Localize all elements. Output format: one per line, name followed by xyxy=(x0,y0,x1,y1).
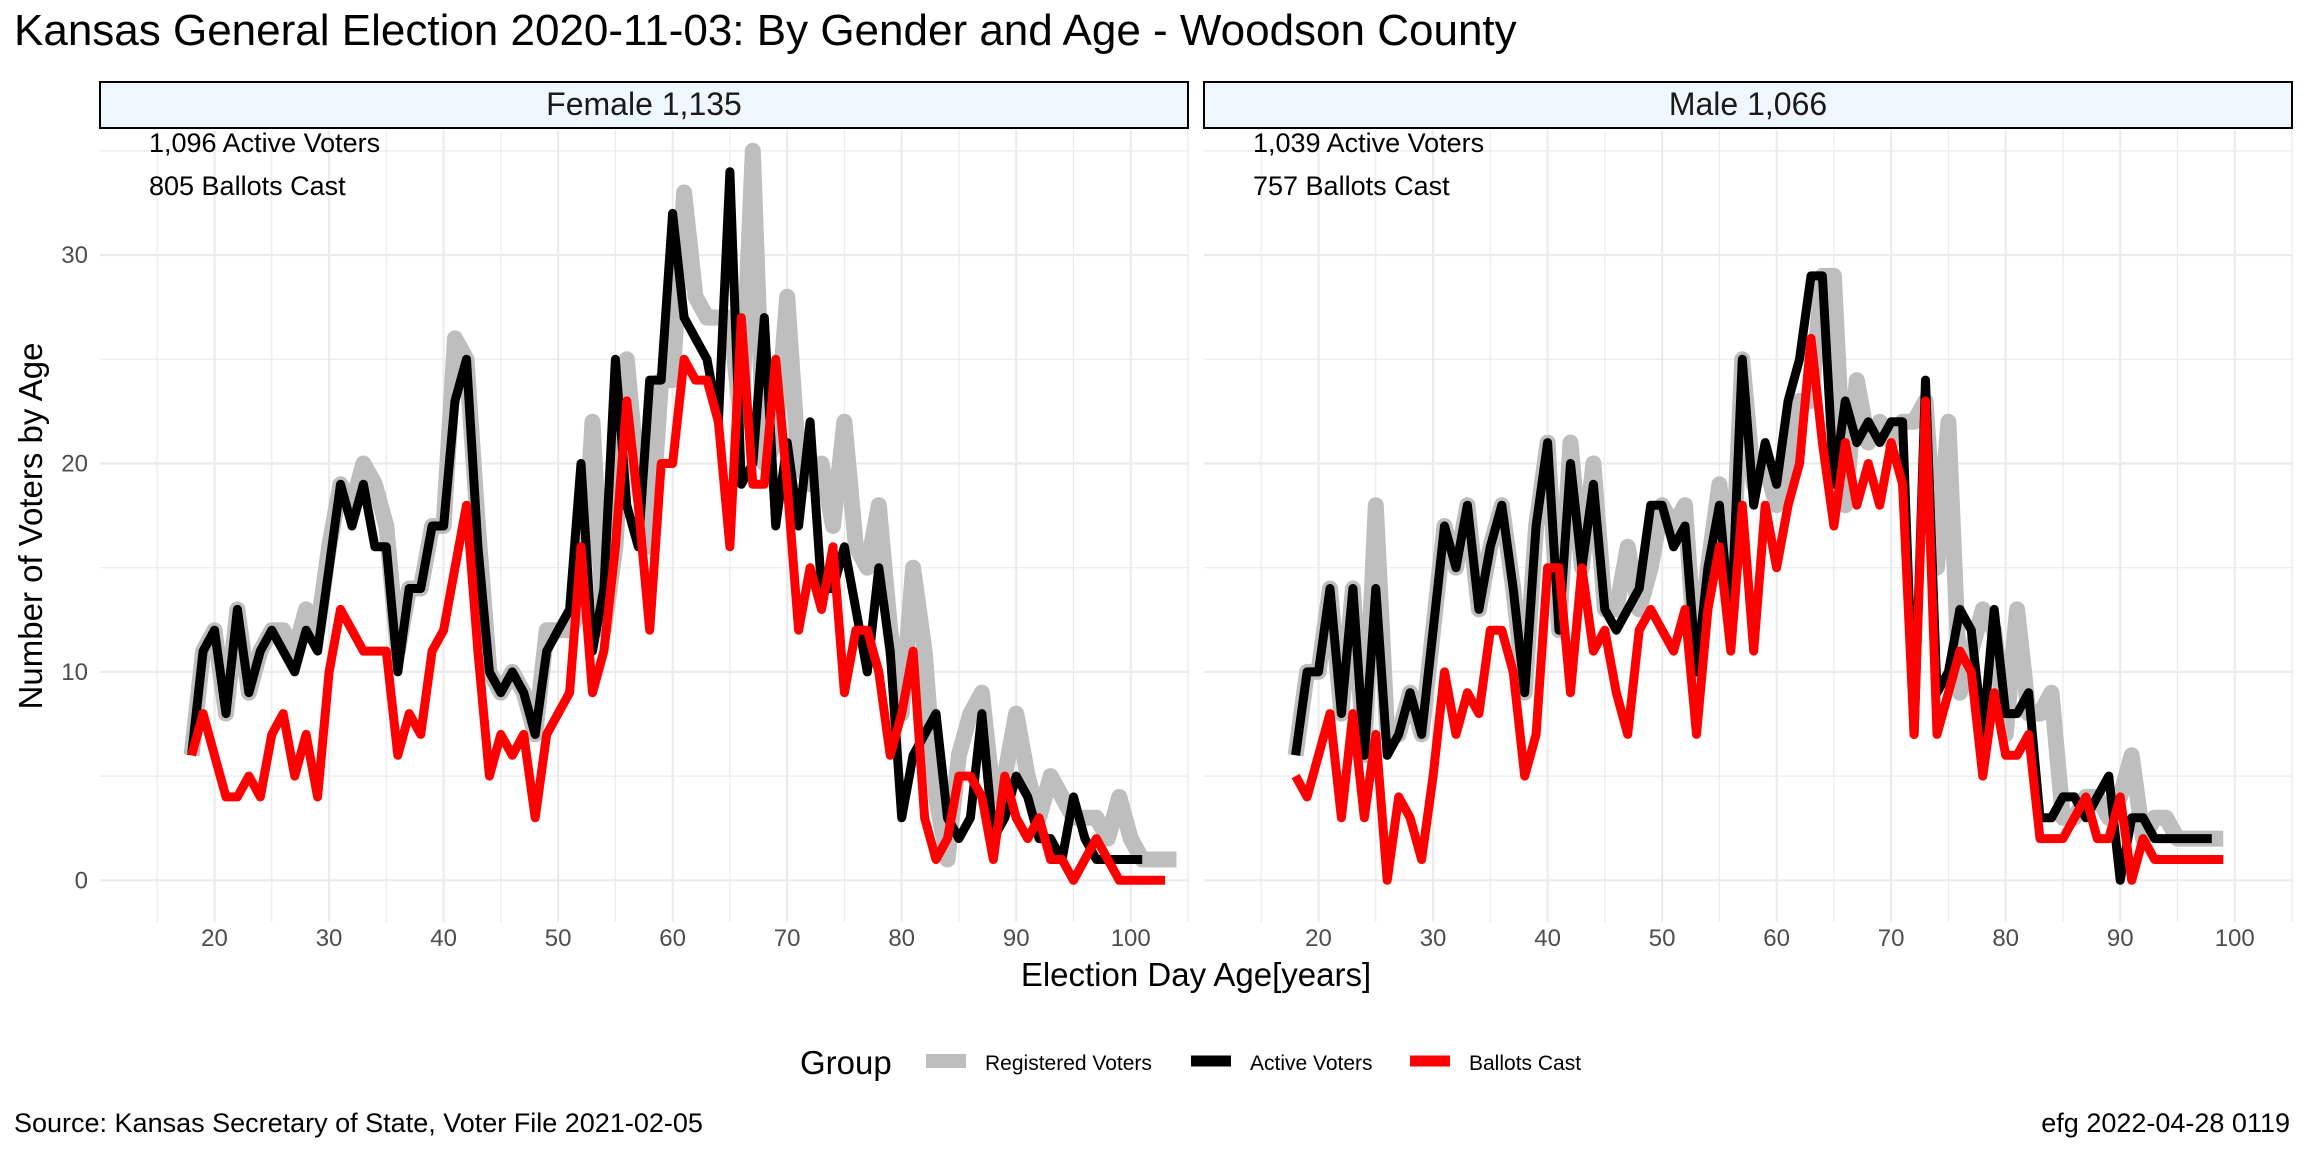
series-line-active-voters xyxy=(187,167,1143,864)
legend-label: Ballots Cast xyxy=(1469,1052,1581,1075)
x-tick-label: 90 xyxy=(1003,925,1030,952)
panel-1: Female 1,135 1,096 Active Voters 805 Ballo… xyxy=(99,81,1189,952)
x-axis-title: Election Day Age[years] xyxy=(1021,956,1371,993)
y-tick-label: 20 xyxy=(61,450,88,477)
panel-annotation: 1,039 Active Voters xyxy=(1253,128,1484,158)
series-line-registered-voters xyxy=(183,142,1177,868)
x-tick-label: 60 xyxy=(659,925,686,952)
x-tick-label: 70 xyxy=(774,925,801,952)
x-tick-label: 30 xyxy=(316,925,343,952)
series-line-active-voters xyxy=(1291,271,2212,885)
y-axis-title: Number of Voters by Age xyxy=(12,343,49,710)
x-tick-label: 90 xyxy=(2107,925,2134,952)
legend-title: Group xyxy=(800,1044,892,1081)
x-tick-label: 50 xyxy=(545,925,572,952)
source-caption: Source: Kansas Secretary of State, Voter… xyxy=(14,1108,703,1138)
y-tick-label: 0 xyxy=(75,867,88,894)
panel-strip-label: Female 1,135 xyxy=(546,86,742,122)
x-tick-label: 30 xyxy=(1420,925,1447,952)
x-tick-label: 20 xyxy=(1305,925,1332,952)
panel-strip xyxy=(99,81,1189,129)
x-tick-label: 40 xyxy=(1534,925,1561,952)
x-tick-label: 80 xyxy=(888,925,915,952)
panel-annotation: 1,096 Active Voters xyxy=(149,128,380,158)
x-tick-label: 70 xyxy=(1878,925,1905,952)
chart-title: Kansas General Election 2020-11-03: By G… xyxy=(14,6,1517,55)
x-tick-label: 80 xyxy=(1992,925,2019,952)
x-tick-label: 20 xyxy=(201,925,228,952)
panel-annotation: 805 Ballots Cast xyxy=(149,171,346,201)
panel-strip xyxy=(1203,81,2293,129)
y-tick-label: 30 xyxy=(61,242,88,269)
x-tick-label: 100 xyxy=(1111,925,1151,952)
x-tick-label: 40 xyxy=(430,925,457,952)
series-line-ballots-cast xyxy=(187,313,1166,885)
legend-label: Active Voters xyxy=(1250,1052,1373,1075)
y-tick-label: 10 xyxy=(61,659,88,686)
legend-label: Registered Voters xyxy=(985,1052,1152,1075)
x-tick-label: 60 xyxy=(1763,925,1790,952)
x-tick-label: 50 xyxy=(1649,925,1676,952)
panel-annotation: 757 Ballots Cast xyxy=(1253,171,1450,201)
legend: Group Registered Voters Active Voters Ballo… xyxy=(800,1044,1581,1081)
panel-strip-label: Male 1,066 xyxy=(1669,86,1827,122)
timestamp-caption: efg 2022-04-28 0119 xyxy=(2041,1108,2290,1138)
panel-2: Male 1,066 1,039 Active Voters 757 Ballots… xyxy=(1203,81,2293,952)
series-line-ballots-cast xyxy=(1291,333,2224,885)
x-tick-label: 100 xyxy=(2215,925,2255,952)
